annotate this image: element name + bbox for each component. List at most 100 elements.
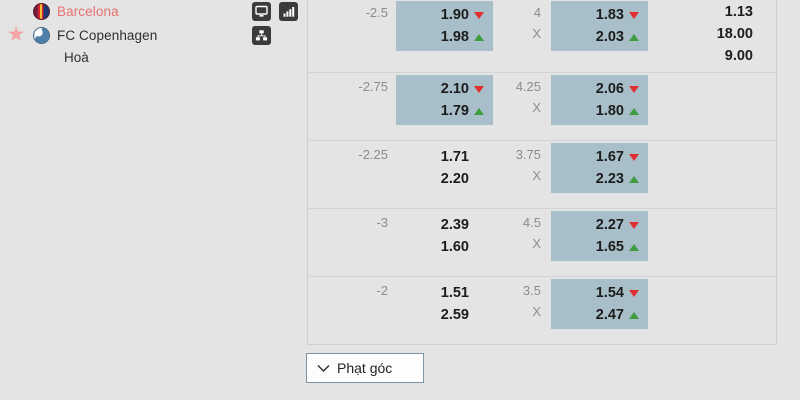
odds-row: -2.25 1.71 2.20 3.75 X 1.67 2.23 [308, 141, 776, 209]
odds-cell-a[interactable]: 2.39 1.60 [396, 211, 493, 261]
odds-number: 1.65 [595, 239, 624, 255]
odds-number: 2.03 [595, 29, 624, 45]
odds-value-under[interactable]: 1.79 [396, 100, 484, 122]
odds-value-over[interactable]: 2.06 [551, 78, 639, 100]
home-team-row[interactable]: Barcelona [33, 1, 119, 21]
star-icon[interactable]: ★ [6, 23, 26, 46]
handicap-line-a: -2 [376, 283, 388, 298]
trend-none-spacer [474, 290, 484, 297]
statistics-bar-chart-icon[interactable] [279, 2, 299, 21]
odds-number[interactable]: 1.13 [724, 4, 753, 20]
odds-value-over[interactable]: 2.10 [396, 78, 484, 100]
odds-value-over[interactable]: 1.54 [551, 282, 639, 304]
draw-label: Hoà [64, 50, 89, 65]
odds-cell-b[interactable]: 1.67 2.23 [551, 143, 648, 193]
odds-number: 2.27 [595, 217, 624, 233]
odds-value-under[interactable]: 1.80 [551, 100, 639, 122]
odds-row: -2.75 2.10 1.79 4.25 X 2.06 1.80 [308, 73, 776, 141]
odds-cell-a[interactable]: 1.51 2.59 [396, 279, 493, 329]
odds-value-under[interactable]: 2.23 [551, 168, 639, 190]
trend-none-spacer [474, 222, 484, 229]
odds-value-over[interactable]: 1.90 [396, 4, 484, 26]
corners-button-label: Phạt góc [337, 360, 393, 376]
odds-cell-b[interactable]: 1.54 2.47 [551, 279, 648, 329]
odds-cell-a[interactable]: 1.71 2.20 [396, 143, 493, 193]
trend-up-icon [474, 33, 484, 41]
handicap-line-b: 4 [533, 5, 541, 20]
odds-number: 1.90 [440, 7, 469, 23]
odds-cell-a[interactable]: 1.90 1.98 [396, 1, 493, 51]
odds-value-under[interactable]: 1.65 [551, 236, 639, 258]
odds-number: 1.71 [440, 149, 469, 165]
odds-number[interactable]: 9.00 [724, 48, 753, 64]
handicap-line-b-draw: X [532, 26, 541, 41]
odds-value-under[interactable]: 2.03 [551, 26, 639, 48]
odds-value-under[interactable]: 1.60 [396, 236, 484, 258]
trend-up-icon [629, 175, 639, 183]
odds-number: 2.39 [440, 217, 469, 233]
handicap-line-b-draw: X [532, 236, 541, 251]
odds-number: 1.67 [595, 149, 624, 165]
trend-down-icon [629, 153, 639, 161]
odds-value-under[interactable]: 2.47 [551, 304, 639, 326]
trend-up-icon [629, 107, 639, 115]
odds-value-over[interactable]: 1.71 [396, 146, 484, 168]
odds-value-under[interactable]: 2.20 [396, 168, 484, 190]
match-panel: ★ Barcelona FC Copenhagen Hoà [0, 0, 307, 400]
trend-none-spacer [474, 244, 484, 251]
handicap-line-a: -3 [376, 215, 388, 230]
odds-value-over[interactable]: 2.39 [396, 214, 484, 236]
sitemap-tree-icon[interactable] [252, 26, 271, 45]
handicap-line-b-draw: X [532, 304, 541, 319]
odds-value-over[interactable]: 1.51 [396, 282, 484, 304]
trend-down-icon [474, 85, 484, 93]
barcelona-crest-icon [33, 2, 50, 20]
handicap-line-b-draw: X [532, 100, 541, 115]
odds-number: 1.51 [440, 285, 469, 301]
odds-number: 2.20 [440, 171, 469, 187]
chevron-down-icon [317, 364, 330, 372]
away-team-row[interactable]: FC Copenhagen [33, 25, 157, 45]
odds-value-under[interactable]: 2.59 [396, 304, 484, 326]
odds-cell-b[interactable]: 1.83 2.03 [551, 1, 648, 51]
trend-down-icon [629, 221, 639, 229]
handicap-line-a: -2.75 [358, 79, 388, 94]
trend-up-icon [474, 107, 484, 115]
media-icons-group [252, 2, 302, 50]
home-team-name: Barcelona [57, 3, 119, 19]
odds-cell-b[interactable]: 2.27 1.65 [551, 211, 648, 261]
trend-down-icon [629, 289, 639, 297]
trend-down-icon [629, 85, 639, 93]
odds-number: 2.10 [440, 81, 469, 97]
odds-value-over[interactable]: 1.67 [551, 146, 639, 168]
handicap-line-b: 4.5 [522, 215, 541, 230]
odds-value-over[interactable]: 2.27 [551, 214, 639, 236]
trend-down-icon [474, 11, 484, 19]
handicap-line-b-draw: X [532, 168, 541, 183]
odds-cell-b[interactable]: 2.06 1.80 [551, 75, 648, 125]
odds-row: -3 2.39 1.60 4.5 X 2.27 1.65 [308, 209, 776, 277]
odds-row: -2 1.51 2.59 3.5 X 1.54 2.47 [308, 277, 776, 345]
odds-number: 1.60 [440, 239, 469, 255]
odds-number: 2.06 [595, 81, 624, 97]
handicap-line-b: 3.5 [522, 283, 541, 298]
handicap-line-b: 4.25 [515, 79, 541, 94]
odds-value-over[interactable]: 1.83 [551, 4, 639, 26]
odds-number: 2.47 [595, 307, 624, 323]
odds-cell-c[interactable]: 1.13 18.00 9.00 [663, 1, 753, 67]
odds-number: 1.54 [595, 285, 624, 301]
away-team-name: FC Copenhagen [57, 27, 158, 43]
handicap-line-b: 3.75 [515, 147, 541, 162]
odds-cell-a[interactable]: 2.10 1.79 [396, 75, 493, 125]
odds-number: 1.79 [440, 103, 469, 119]
odds-row: -2.5 1.90 1.98 4 X 1.83 2.03 1.13 18.00 9.00 [308, 0, 776, 73]
tv-stream-icon[interactable] [252, 2, 271, 21]
odds-number: 2.23 [595, 171, 624, 187]
handicap-line-a: -2.25 [358, 147, 388, 162]
odds-number: 2.59 [440, 307, 469, 323]
odds-value-under[interactable]: 1.98 [396, 26, 484, 48]
corners-market-toggle-button[interactable]: Phạt góc [306, 353, 424, 383]
odds-number: 1.80 [595, 103, 624, 119]
odds-number[interactable]: 18.00 [716, 26, 753, 42]
odds-number: 1.83 [595, 7, 624, 23]
